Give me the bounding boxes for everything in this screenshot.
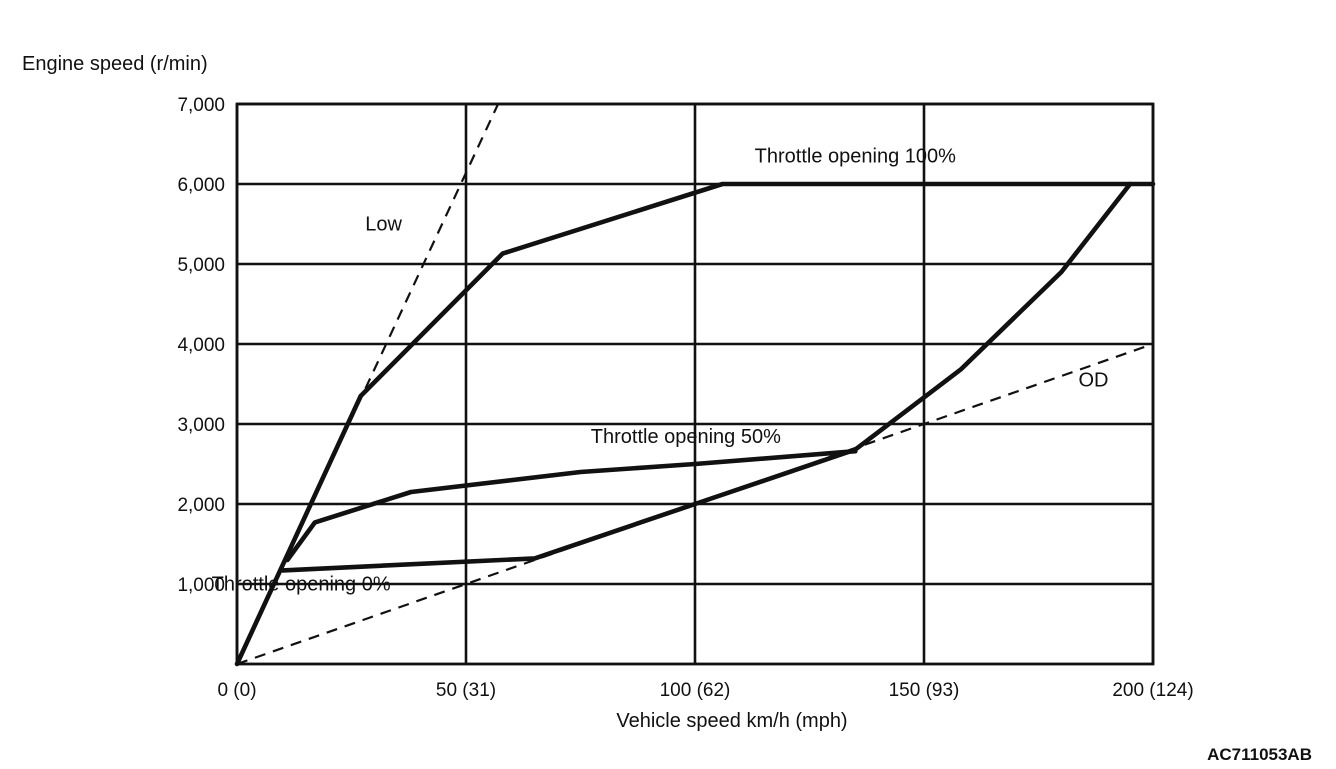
y-tick-label: 7,000: [177, 95, 225, 116]
annotation-label: OD: [1078, 369, 1108, 391]
x-tick-label: 200 (124): [1112, 680, 1193, 701]
chart-series: [234, 103, 1156, 667]
y-tick-label: 2,000: [177, 495, 225, 516]
y-tick-label: 3,000: [177, 415, 225, 436]
annotation-label: Throttle opening 100%: [755, 145, 956, 167]
series-line-5: [236, 342, 1154, 666]
x-axis-title: Vehicle speed km/h (mph): [616, 710, 847, 732]
series-line-3: [280, 181, 1133, 573]
x-tick-label: 50 (31): [436, 680, 496, 701]
annotation-label: Low: [365, 213, 402, 235]
chart-ticks: 0 (0) 50 (31) 100 (62) 150 (93) 200 (124) 1,0…: [177, 95, 1193, 701]
x-tick-label: 0 (0): [217, 680, 256, 701]
x-tick-label: 150 (93): [889, 680, 960, 701]
y-tick-label: 5,000: [177, 255, 225, 276]
y-tick-label: 6,000: [177, 175, 225, 196]
x-tick-label: 100 (62): [660, 680, 731, 701]
chart-grid: [235, 102, 1155, 666]
chart-annotations: Throttle opening 100% Throttle opening 50…: [212, 145, 1109, 595]
annotation-label: Throttle opening 50%: [591, 426, 781, 448]
series-line-2: [285, 448, 858, 563]
y-axis-title: Engine speed (r/min): [22, 53, 208, 75]
figure-code: AC711053AB: [1207, 745, 1312, 764]
y-tick-label: 1,000: [177, 575, 225, 596]
plot-frame: [235, 102, 1155, 666]
series-line-4: [236, 103, 500, 665]
y-tick-label: 4,000: [177, 335, 225, 356]
annotation-label: Throttle opening 0%: [212, 573, 391, 595]
